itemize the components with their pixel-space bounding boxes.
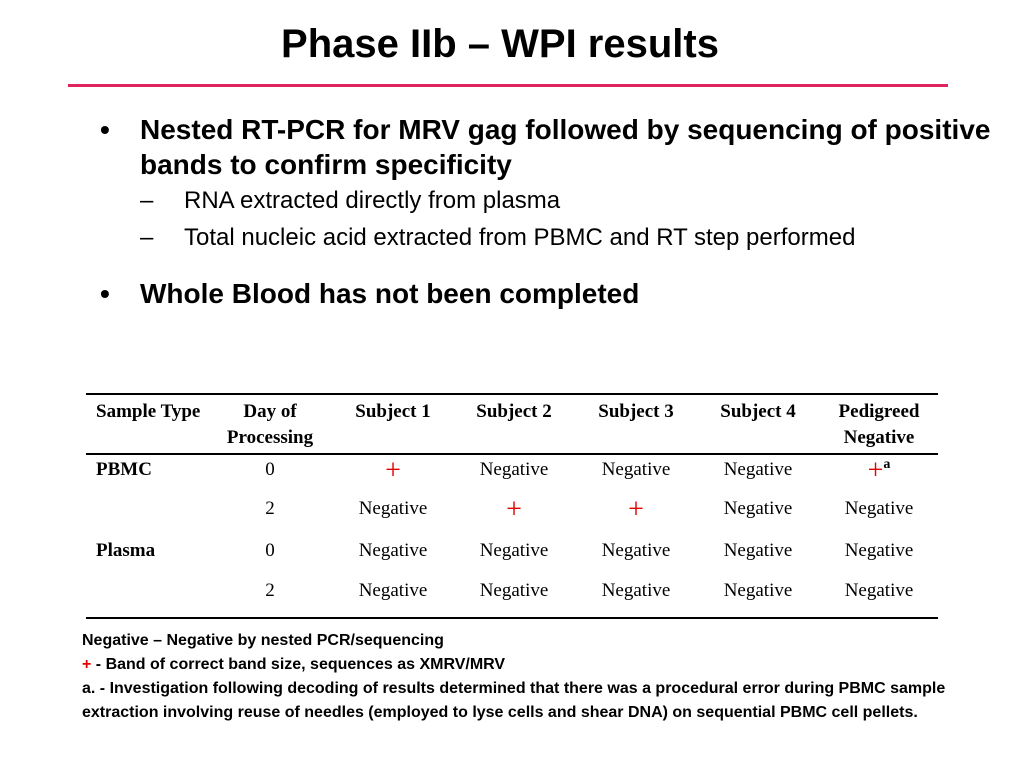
positive-result: + [867, 455, 884, 486]
table-cell: Negative [696, 536, 820, 576]
column-header: Subject 3 [576, 393, 696, 455]
plus-symbol: + [82, 656, 92, 673]
footnote-negative: Negative – Negative by nested PCR/sequen… [82, 632, 444, 649]
table-cell: Negative [820, 576, 938, 619]
cell-value: Negative [479, 580, 549, 601]
table-cell: Negative [334, 536, 452, 576]
table-cell: Negative [820, 494, 938, 536]
column-header: Subject 4 [696, 393, 820, 455]
column-header: Pedigreed Negative [820, 393, 938, 455]
footnote-a: a. - Investigation following decoding of… [82, 680, 946, 721]
table-cell: Negative [452, 454, 576, 494]
table-cell: 2 [206, 576, 334, 619]
cell-value: Negative [844, 498, 914, 519]
table-row: Plasma 0 Negative Negative Negative Negative N… [86, 536, 938, 576]
cell-value: Plasma [96, 540, 156, 561]
column-header: Subject 2 [452, 393, 576, 455]
column-header: Sample Type [86, 393, 206, 455]
cell-value: 2 [265, 580, 275, 601]
table-cell: Negative [696, 494, 820, 536]
bullet-text: Nested RT-PCR for MRV gag followed by se… [140, 114, 991, 180]
bullet-list: • Nested RT-PCR for MRV gag followed by … [100, 112, 1010, 311]
table-cell: Negative [576, 454, 696, 494]
bullet-item: • Nested RT-PCR for MRV gag followed by … [100, 112, 1010, 182]
table-cell: Negative [696, 576, 820, 619]
table-cell: + [452, 494, 576, 536]
cell-value: Negative [844, 580, 914, 601]
table-cell: Negative [576, 576, 696, 619]
cell-value: Negative [601, 540, 671, 561]
cell-value: Negative [723, 498, 793, 519]
cell-value: Negative [358, 498, 428, 519]
table-cell: Negative [334, 576, 452, 619]
sub-bullet-item: – Total nucleic acid extracted from PBMC… [140, 219, 1010, 256]
cell-value: 2 [265, 498, 275, 519]
table-cell: + [576, 494, 696, 536]
sub-bullet-item: – RNA extracted directly from plasma [140, 182, 1010, 219]
positive-result: + [628, 494, 644, 525]
sample-type-cell [86, 494, 206, 536]
footnotes: Negative – Negative by nested PCR/sequen… [82, 629, 982, 725]
table-cell: Negative [334, 494, 452, 536]
column-header: Day of Processing [206, 393, 334, 455]
table-cell: +a [820, 454, 938, 494]
sample-type-cell [86, 576, 206, 619]
table-cell: 0 [206, 536, 334, 576]
bullet-dot-icon: • [100, 114, 110, 145]
table-cell: Negative [452, 576, 576, 619]
sample-type-cell: PBMC [86, 454, 206, 494]
dash-icon: – [140, 187, 154, 214]
bullet-text: Whole Blood has not been completed [140, 278, 640, 309]
table-cell: Negative [696, 454, 820, 494]
table-cell: Negative [820, 536, 938, 576]
cell-value: Negative [479, 540, 549, 561]
footnote-plus: + - Band of correct band size, sequences… [82, 653, 982, 677]
table-cell: Negative [452, 536, 576, 576]
table-row: 2 Negative Negative Negative Negative Negativ… [86, 576, 938, 619]
sub-bullet-text: RNA extracted directly from plasma [184, 187, 561, 214]
column-header: Subject 1 [334, 393, 452, 455]
cell-value: Negative [844, 540, 914, 561]
table-cell: 2 [206, 494, 334, 536]
cell-value: Negative [358, 540, 428, 561]
cell-value: 0 [265, 540, 275, 561]
table-row: 2 Negative + + Negative Negative [86, 494, 938, 536]
cell-value: Negative [601, 459, 671, 480]
table-header-row: Sample Type Day of Processing Subject 1 … [86, 393, 938, 455]
footnote-marker: a [883, 457, 891, 472]
sample-type-cell: Plasma [86, 536, 206, 576]
cell-value: Negative [479, 459, 549, 480]
sub-bullet-text: Total nucleic acid extracted from PBMC a… [184, 224, 856, 251]
title-underline [68, 84, 948, 87]
cell-value: Negative [723, 580, 793, 601]
bullet-item: • Whole Blood has not been completed [100, 276, 1010, 311]
table-row: PBMC 0 + Negative Negative Negative +a [86, 454, 938, 494]
cell-value: Negative [723, 540, 793, 561]
results-table: Sample Type Day of Processing Subject 1 … [86, 393, 938, 619]
positive-result: + [385, 455, 401, 486]
cell-value: 0 [265, 459, 275, 480]
footnote-plus-text: - Band of correct band size, sequences a… [91, 656, 506, 673]
positive-result: + [506, 494, 522, 525]
dash-icon: – [140, 224, 154, 251]
slide-title: Phase IIb – WPI results [281, 22, 719, 66]
cell-value: Negative [358, 580, 428, 601]
table-cell: Negative [576, 536, 696, 576]
cell-value: Negative [723, 459, 793, 480]
table-cell: 0 [206, 454, 334, 494]
table-cell: + [334, 454, 452, 494]
cell-value: Negative [601, 580, 671, 601]
bullet-dot-icon: • [100, 278, 110, 309]
cell-value: PBMC [96, 459, 152, 480]
